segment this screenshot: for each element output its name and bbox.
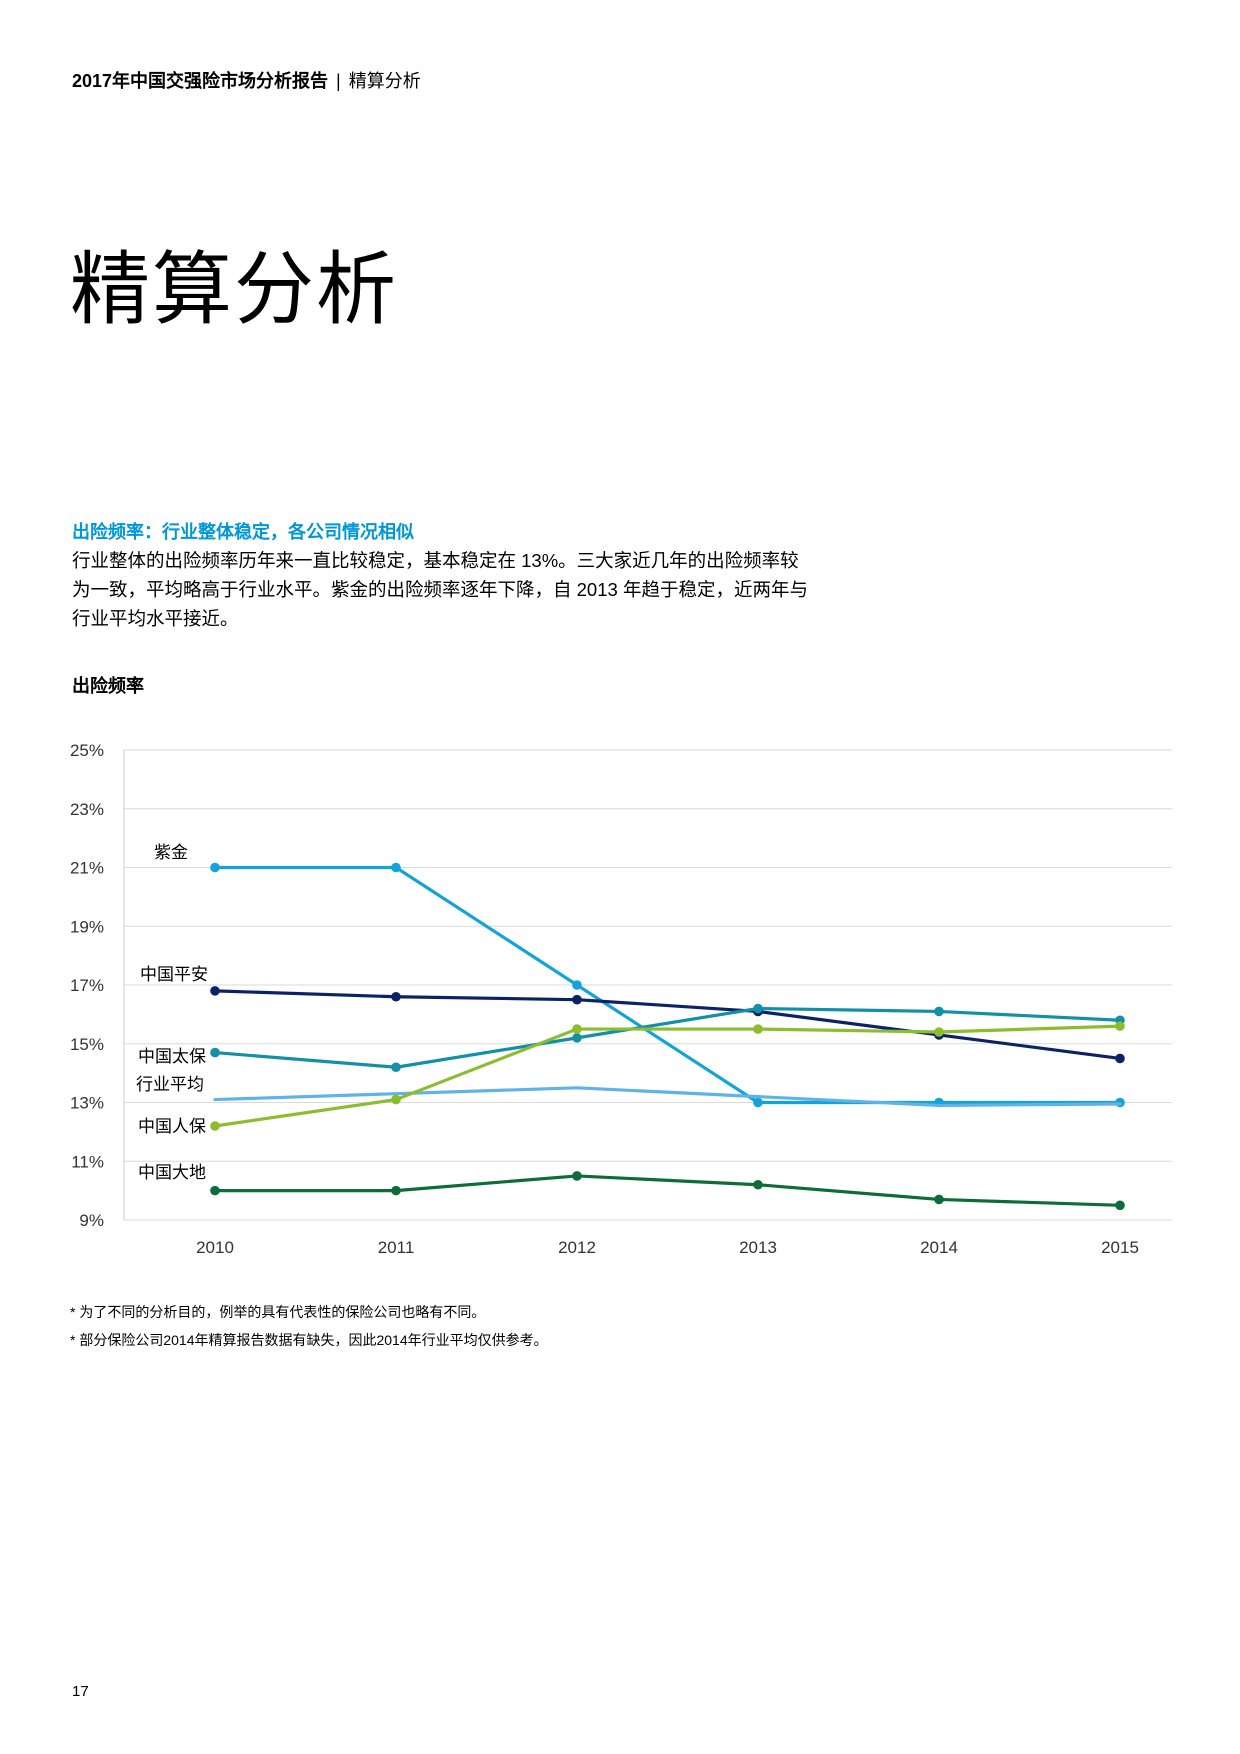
series-label: 紫金 [154, 843, 188, 862]
data-point [934, 1006, 944, 1017]
report-title: 2017年中国交强险市场分析报告 [72, 71, 329, 91]
page-number: 17 [72, 1683, 89, 1700]
series-label: 行业平均 [136, 1075, 204, 1094]
series-line [213, 989, 1122, 1061]
series-label: 中国太保 [138, 1047, 206, 1066]
data-point [391, 1094, 401, 1105]
data-point [572, 1024, 582, 1034]
data-point [1115, 1053, 1125, 1064]
y-tick-label: 21% [70, 859, 104, 878]
footnote-1: * 为了不同的分析目的，例举的具有代表性的保险公司也略有不同。 [70, 1304, 486, 1320]
data-point [210, 1047, 220, 1058]
y-tick-label: 19% [70, 917, 104, 936]
data-point [391, 1062, 401, 1073]
x-tick-label: 2013 [739, 1238, 777, 1257]
y-tick-label: 25% [70, 741, 104, 760]
data-point [1115, 1021, 1125, 1031]
section-heading: 出险频率：行业整体稳定，各公司情况相似 [72, 522, 414, 542]
x-tick-label: 2010 [196, 1238, 234, 1257]
data-point [391, 991, 401, 1002]
y-tick-label: 23% [70, 800, 104, 819]
y-tick-label: 13% [70, 1094, 104, 1113]
x-tick-label: 2011 [378, 1238, 415, 1257]
data-point [572, 980, 582, 990]
data-point [210, 862, 220, 873]
y-tick-label: 9% [79, 1211, 104, 1230]
series-line [213, 1024, 1122, 1128]
series-line [213, 1174, 1122, 1207]
data-point [1115, 1200, 1125, 1211]
series-label: 中国大地 [138, 1163, 206, 1182]
series-line [213, 865, 1122, 1105]
data-point [210, 1121, 220, 1131]
data-point [572, 1171, 582, 1181]
series-line [213, 1086, 1122, 1108]
data-point [753, 1024, 763, 1034]
data-point [210, 1185, 220, 1196]
line-chart: 25% 23% 21% 19% 17% 15% 13% 11% 9% 2010 2011 2012 20… [70, 741, 1172, 1257]
footnote-2: * 部分保险公司2014年精算报告数据有缺失，因此2014年行业平均仅供参考。 [70, 1332, 548, 1348]
report-header: 2017年中国交强险市场分析报告 | 精算分析 [72, 67, 421, 93]
x-tick-label: 2014 [920, 1238, 958, 1257]
chart-title: 出险频率 [72, 676, 144, 696]
data-point [934, 1027, 944, 1037]
x-tick-label: 2012 [558, 1238, 596, 1257]
data-point [753, 1097, 763, 1108]
data-point [753, 1179, 763, 1190]
data-point [753, 1003, 763, 1014]
series-line [213, 1006, 1122, 1069]
series-label: 中国平安 [140, 965, 208, 984]
data-point [572, 994, 582, 1005]
header-section: 精算分析 [348, 71, 421, 91]
section-body: 行业整体的出险频率历年来一直比较稳定，基本稳定在 13%。三大家近几年的出险频率… [72, 550, 808, 629]
data-point [391, 1185, 401, 1196]
y-tick-label: 11% [71, 1152, 104, 1171]
data-point [210, 986, 220, 996]
data-point [391, 862, 401, 873]
y-tick-label: 15% [70, 1035, 104, 1054]
data-point [572, 1033, 582, 1043]
data-point [934, 1194, 944, 1205]
series-label: 中国人保 [138, 1117, 206, 1136]
y-tick-label: 17% [70, 976, 104, 995]
page-title: 精算分析 [70, 245, 398, 334]
x-tick-label: 2015 [1101, 1238, 1139, 1257]
header-separator: | [336, 71, 341, 91]
